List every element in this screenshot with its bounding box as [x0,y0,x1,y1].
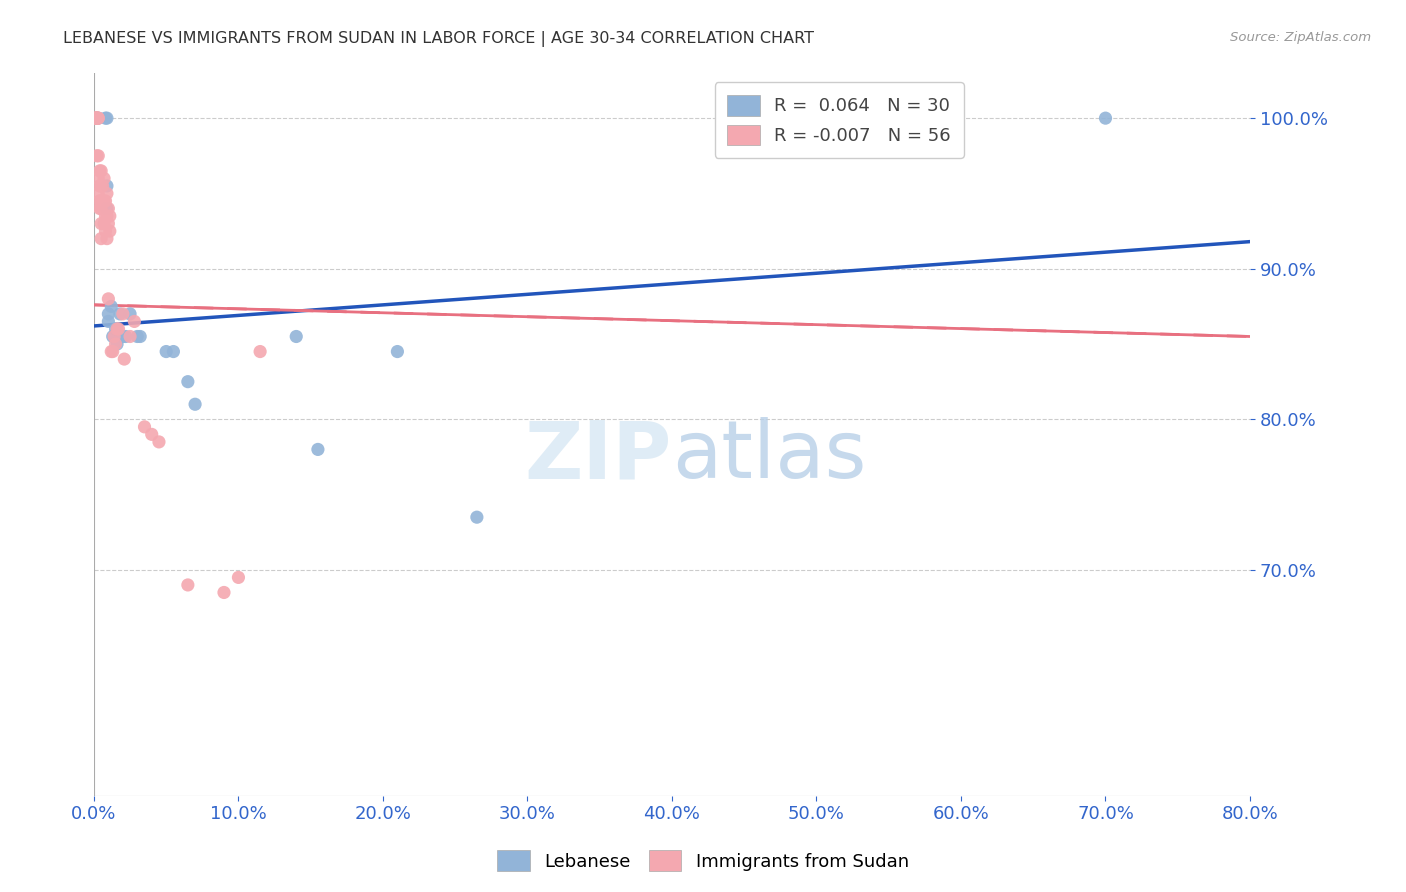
Point [100,344,122,359]
Point [103,329,125,343]
Point [89,202,111,216]
Point [97,202,120,216]
Point [90,194,112,208]
Point [114,329,136,343]
Point [96,232,118,246]
Point [155,344,177,359]
Point [148,434,170,449]
Point [104,322,127,336]
Point [101,329,124,343]
Point [90,164,112,178]
Point [184,397,207,411]
Point [112,352,135,367]
Point [96,209,118,223]
Point [86,111,108,125]
Point [86,111,108,125]
Point [285,329,308,343]
Point [120,329,142,343]
Point [97,314,120,328]
Point [129,329,152,343]
Point [94,111,117,125]
Point [97,307,120,321]
Point [97,292,120,306]
Point [387,344,409,359]
Point [124,314,146,328]
Point [84,111,107,125]
Point [90,232,112,246]
Point [307,442,329,457]
Point [89,194,111,208]
Point [127,329,149,343]
Point [94,224,117,238]
Point [87,111,110,125]
Point [86,111,108,125]
Point [105,322,128,336]
Legend: Lebanese, Immigrants from Sudan: Lebanese, Immigrants from Sudan [491,843,915,879]
Point [104,337,127,351]
Point [94,194,117,208]
Point [97,217,120,231]
Text: ZIP: ZIP [524,417,672,495]
Point [96,111,118,125]
Point [84,111,107,125]
Point [111,329,134,343]
Point [87,111,110,125]
Point [98,224,121,238]
Text: Source: ZipAtlas.com: Source: ZipAtlas.com [1230,31,1371,45]
Point [87,171,110,186]
Point [93,171,115,186]
Point [91,194,114,208]
Point [96,186,118,201]
Point [177,578,200,592]
Point [107,322,129,336]
Point [111,307,134,321]
Point [86,111,108,125]
Point [96,178,118,193]
Point [86,111,108,125]
Point [94,209,117,223]
Point [101,344,124,359]
Point [84,111,107,125]
Point [108,307,131,321]
Point [162,344,184,359]
Text: atlas: atlas [672,417,866,495]
Legend: R =  0.064   N = 30, R = -0.007   N = 56: R = 0.064 N = 30, R = -0.007 N = 56 [714,82,963,158]
Point [134,420,156,434]
Point [89,178,111,193]
Point [212,585,235,599]
Point [91,178,114,193]
Point [177,375,200,389]
Point [86,149,108,163]
Point [93,194,115,208]
Point [93,217,115,231]
Text: LEBANESE VS IMMIGRANTS FROM SUDAN IN LABOR FORCE | AGE 30-34 CORRELATION CHART: LEBANESE VS IMMIGRANTS FROM SUDAN IN LAB… [63,31,814,47]
Point [87,186,110,201]
Point [90,217,112,231]
Point [90,178,112,193]
Point [90,202,112,216]
Point [120,307,142,321]
Point [89,164,111,178]
Point [465,510,488,524]
Point [228,570,250,584]
Point [96,202,118,216]
Point [141,427,163,442]
Point [249,344,271,359]
Point [105,337,128,351]
Point [87,111,110,125]
Point [1094,111,1116,125]
Point [98,209,121,223]
Point [100,299,122,313]
Point [87,149,110,163]
